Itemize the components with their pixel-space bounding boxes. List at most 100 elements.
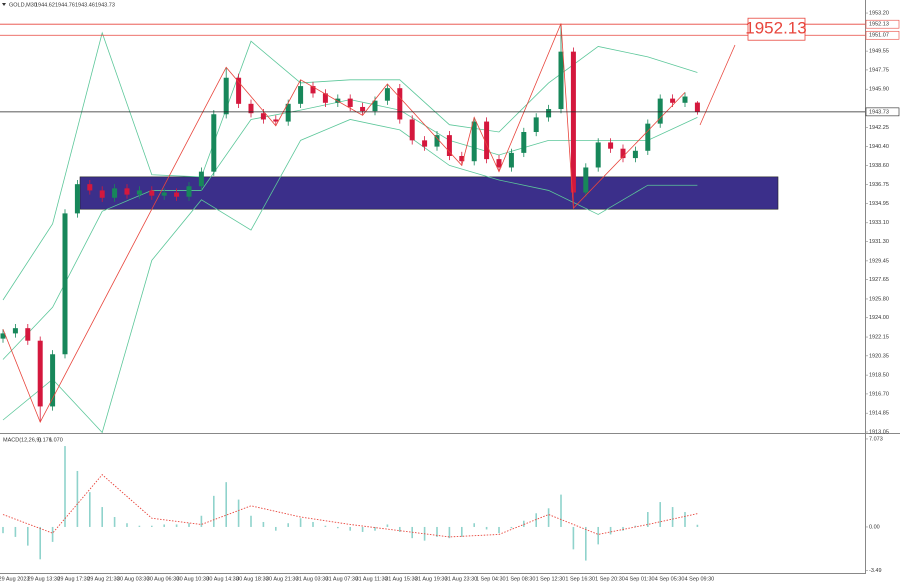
macd-bar [560,494,562,527]
candle-body [12,328,18,334]
candle-body [310,86,316,94]
x-tick-label: 31 Aug 23:30 [445,576,477,582]
macd-bar [671,507,674,527]
macd-bar [113,517,116,527]
macd-bar [126,523,128,527]
level-annotation-box [747,17,806,41]
macd-bar [498,526,500,534]
candle-body [508,152,514,168]
macd-bar [622,526,624,531]
macd-bar [349,526,351,531]
x-tick-label: 1 Sep 20:30 [595,576,625,582]
y-tick-label: 1949.55 [869,49,889,55]
candle-body [434,135,440,147]
ohlc-close: 1943.73 [95,2,115,8]
candle-body [236,77,242,104]
macd-bar [237,499,240,527]
candle-body [657,98,663,124]
ohlc-high: 1944.76 [55,2,75,8]
macd-bar [138,525,141,527]
candle-body [87,184,93,191]
candle-body [124,188,130,195]
x-tick-label: 1 Sep 12:30 [536,576,566,582]
macd-bar [647,512,649,527]
candle-body [694,102,700,112]
macd-bar [324,525,327,527]
x-tick-label: 29 Aug 21:30 [87,576,119,582]
x-tick-label: 30 Aug 21:30 [266,576,298,582]
candle-body [484,121,490,160]
macd-bar [374,526,376,531]
macd-bar [101,507,103,527]
y-tick-label: 1916.70 [869,391,889,397]
candle-body [670,98,676,103]
macd-bar [262,521,265,527]
symbol: GOLD,M30 [9,2,37,8]
y-tick-label: 1933.10 [869,220,889,226]
macd-bar [51,526,54,542]
candle-body [570,51,576,193]
candle-body [50,354,56,407]
y-tick-label: 1931.30 [869,239,889,245]
candle-body [459,156,465,162]
macd-bar [64,446,66,527]
y-tick-label: 1920.35 [869,353,889,359]
candle-body [372,100,378,112]
candle-body [211,114,217,172]
macd-bar [188,523,190,527]
candle-body [620,148,626,159]
candle-body [409,119,415,141]
candle-body [446,135,452,156]
candle-body [62,213,68,355]
macd-bar [361,526,364,532]
candle-body [136,190,142,195]
current-price-box [865,107,900,117]
y-tick-label: 1913.05 [869,429,889,435]
macd-bar [572,526,575,550]
x-tick-label: 1 Sep 08:30 [506,576,536,582]
y-tick-label: 1942.25 [869,125,889,131]
macd-signal-value: 1.070 [49,437,63,443]
candle-body [471,121,477,162]
x-tick-label: 29 Aug 17:30 [57,576,89,582]
candle-body [583,167,589,193]
y-tick-label: 1914.85 [869,411,889,417]
x-tick-label: 29 Aug 13:30 [28,576,60,582]
macd-bar [535,513,537,527]
macd-bar [684,512,686,527]
macd-bar [287,523,289,527]
candle-body [223,77,229,115]
candle-body [546,109,552,118]
level-label: 1952.13 [869,22,889,28]
candle-body [422,140,428,147]
candle-body [384,88,390,101]
candle-body [174,192,180,197]
macd-bar [386,524,389,527]
macd-title: MACD(12,26,9) [3,437,41,443]
y-tick-label: 1922.15 [869,334,889,340]
x-tick-label: 4 Sep 09:30 [685,576,715,582]
candle-body [595,142,601,168]
macd-bar [163,524,165,527]
candle-body [347,98,353,107]
candle-body [608,142,614,149]
macd-bar [200,515,203,527]
macd-bar [634,525,637,527]
candle-body [161,192,167,196]
macd-bar [609,526,612,535]
ohlc-low: 1943.46 [75,2,95,8]
macd-bar [89,492,91,527]
macd-bar [27,526,29,546]
candle-body [25,328,31,341]
macd-bar [225,482,227,527]
supply-demand-zone [79,176,779,210]
macd-bar [299,518,302,527]
macd-bar [76,470,79,527]
x-tick-label: 4 Sep 01:30 [625,576,655,582]
macd-bar [39,526,41,560]
x-tick-label: 31 Aug 11:30 [356,576,388,582]
macd-bar [547,508,550,527]
y-tick-label: 1945.90 [869,87,889,93]
